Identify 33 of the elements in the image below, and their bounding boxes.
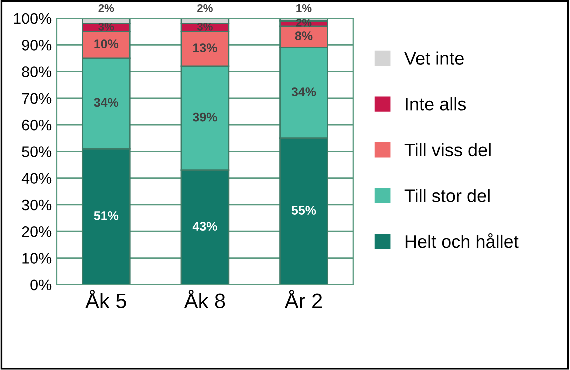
y-tick-label: 100% (14, 13, 52, 24)
y-tick-label: 50% (22, 146, 52, 158)
text: 1% (296, 4, 312, 12)
text: 51% (94, 212, 119, 220)
y-tick-label: 30% (22, 200, 52, 211)
x-tick-label: År 2 (284, 290, 322, 308)
legend-label: Vet inte (404, 52, 464, 65)
text: 8% (295, 32, 313, 41)
text: 34% (94, 98, 119, 108)
text: 34% (292, 88, 316, 96)
text: 39% (192, 112, 218, 122)
x-tick-label: Åk 5 (86, 290, 126, 309)
y-tick-label: 20% (22, 226, 52, 238)
text: 10% (94, 40, 119, 48)
legend-label: Till stor del (404, 189, 490, 202)
text: 3% (98, 22, 114, 31)
legend-label: Till viss del (404, 143, 491, 157)
text: 55% (292, 206, 316, 215)
y-tick-label: 90% (22, 40, 52, 51)
legend-label: Helt och hållet (406, 233, 519, 248)
y-tick-label: 10% (22, 253, 52, 264)
text: 3% (197, 22, 213, 31)
text: 2% (98, 4, 114, 12)
text: 2% (198, 4, 213, 12)
y-tick-label: 80% (22, 66, 52, 78)
y-tick-label: 60% (22, 120, 52, 131)
y-tick-label: 40% (22, 173, 52, 184)
text: 43% (192, 222, 218, 231)
x-tick-label: Åk 8 (184, 290, 226, 309)
legend-label: Inte alls (406, 98, 466, 111)
y-tick-label: 0% (30, 280, 52, 291)
text: 13% (193, 44, 218, 53)
y-tick-label: 70% (22, 93, 52, 104)
